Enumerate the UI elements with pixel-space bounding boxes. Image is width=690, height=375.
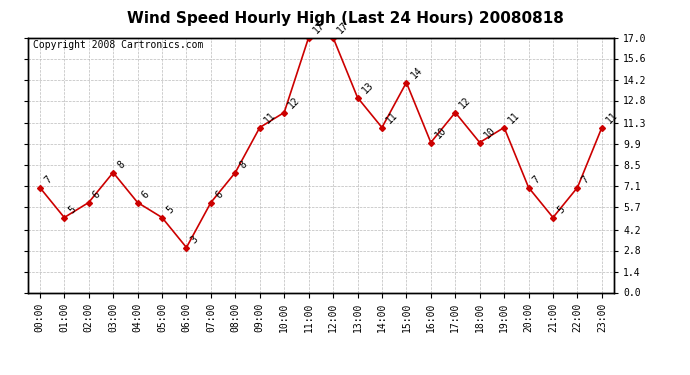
- Text: 3: 3: [189, 234, 200, 245]
- Text: 14: 14: [408, 65, 424, 80]
- Text: 17: 17: [335, 20, 351, 35]
- Text: 5: 5: [67, 204, 78, 215]
- Text: 6: 6: [140, 189, 151, 200]
- Text: 12: 12: [286, 95, 302, 110]
- Text: 6: 6: [91, 189, 102, 200]
- Text: 7: 7: [531, 174, 542, 185]
- Text: 6: 6: [213, 189, 224, 200]
- Text: 7: 7: [42, 174, 54, 185]
- Text: Copyright 2008 Cartronics.com: Copyright 2008 Cartronics.com: [34, 40, 204, 50]
- Text: 10: 10: [433, 125, 448, 140]
- Text: 5: 5: [164, 204, 176, 215]
- Text: 10: 10: [482, 125, 497, 140]
- Text: 8: 8: [116, 159, 127, 170]
- Text: Wind Speed Hourly High (Last 24 Hours) 20080818: Wind Speed Hourly High (Last 24 Hours) 2…: [126, 11, 564, 26]
- Text: 8: 8: [238, 159, 249, 170]
- Text: 17: 17: [311, 20, 326, 35]
- Text: 7: 7: [580, 174, 591, 185]
- Text: 11: 11: [604, 110, 620, 125]
- Text: 12: 12: [457, 95, 473, 110]
- Text: 11: 11: [506, 110, 522, 125]
- Text: 13: 13: [360, 80, 375, 95]
- Text: 11: 11: [384, 110, 400, 125]
- Text: 11: 11: [262, 110, 277, 125]
- Text: 5: 5: [555, 204, 566, 215]
